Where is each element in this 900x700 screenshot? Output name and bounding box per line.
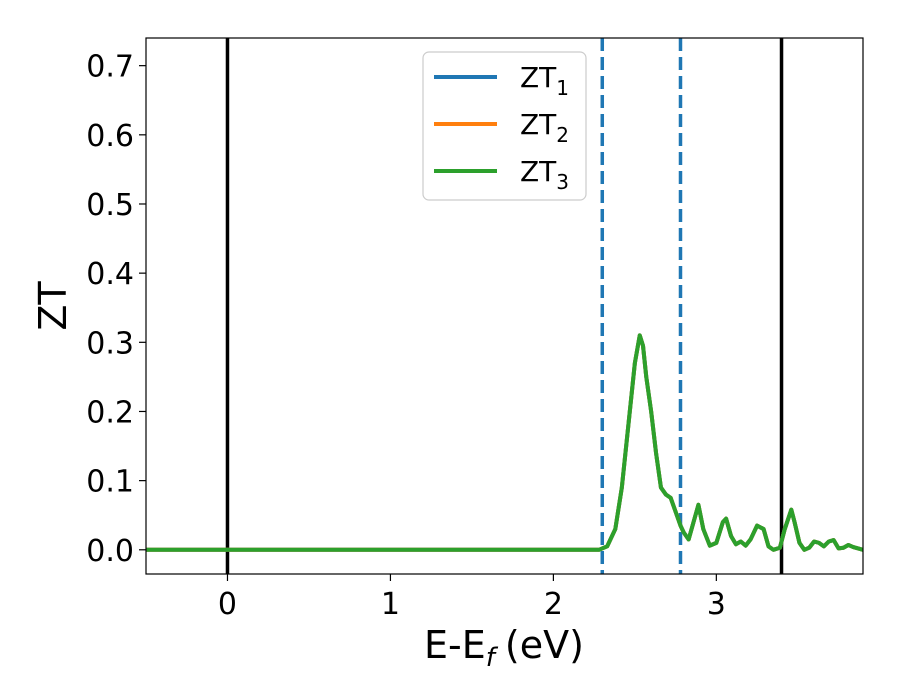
y-tick-label: 0.2 xyxy=(86,395,134,430)
x-axis-title-main: E-E xyxy=(424,623,486,667)
y-tick-label: 0.0 xyxy=(86,534,134,569)
y-tick-label: 0.3 xyxy=(86,326,134,361)
x-tick-label: 2 xyxy=(544,587,563,622)
y-axis-title: ZT xyxy=(31,281,75,331)
plot-frame xyxy=(145,37,864,575)
legend-label-zt1: ZT1 xyxy=(520,61,569,100)
legend-label-zt2: ZT2 xyxy=(520,108,569,147)
x-axis-title: E-Ef (eV) xyxy=(424,623,584,673)
reference-lines xyxy=(225,38,784,574)
x-axis-title-unit: (eV) xyxy=(505,623,584,667)
y-axis: 0.0 0.1 0.2 0.3 0.4 0.5 0.6 0.7 xyxy=(86,50,146,569)
y-tick-label: 0.5 xyxy=(86,188,134,223)
legend: ZT1 ZT2 ZT3 xyxy=(422,51,587,201)
y-tick-label: 0.4 xyxy=(86,257,134,292)
legend-box xyxy=(422,51,587,201)
series-lines xyxy=(146,333,863,552)
x-tick-label: 0 xyxy=(218,587,237,622)
y-tick-label: 0.6 xyxy=(86,119,134,154)
y-tick-label: 0.7 xyxy=(86,50,134,85)
y-tick-label: 0.1 xyxy=(86,465,134,500)
x-tick-label: 1 xyxy=(381,587,400,622)
legend-label-zt3: ZT3 xyxy=(520,155,569,194)
x-axis-title-subscript: f xyxy=(486,643,499,673)
series-line-zt3 xyxy=(146,333,863,552)
x-tick-label: 3 xyxy=(707,587,726,622)
x-axis: 0 1 2 3 xyxy=(218,574,726,622)
